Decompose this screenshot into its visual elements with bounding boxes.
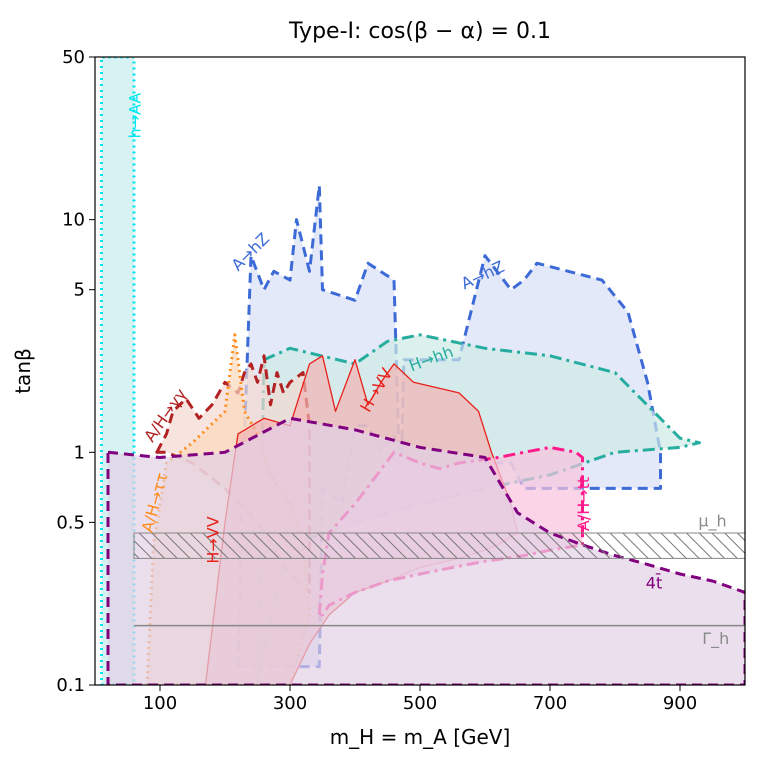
x-tick-label: 300	[273, 693, 307, 714]
constraints-layer	[133, 532, 745, 627]
axes-layer: 100 300 500 700 900 0.1 0.5 1 5 10 50	[56, 47, 697, 714]
y-tick-label: 50	[62, 47, 85, 68]
region-label-8: A/H→tt	[574, 477, 593, 531]
y-tick-label: 0.1	[56, 675, 85, 696]
region-edge-7	[106, 416, 745, 685]
y-tick-label: 1	[74, 442, 85, 463]
x-tick-label: 500	[403, 693, 437, 714]
region-label-1: A→hZ	[228, 229, 274, 275]
region-label-10: Γ_h	[702, 629, 729, 649]
y-tick-label: 0.5	[56, 512, 85, 533]
region-edge-3	[155, 354, 311, 594]
x-tick-label: 700	[533, 693, 567, 714]
constraint-band-0	[133, 532, 745, 559]
region-label-0: h→AA	[126, 93, 145, 139]
y-axis-label: tanβ	[11, 348, 35, 394]
region-label-11: 4t̄	[646, 573, 662, 592]
y-tick-label: 5	[74, 280, 85, 301]
region-label-5: H→VV	[204, 516, 223, 563]
region-label-9: μ_h	[698, 511, 726, 531]
x-axis-label: m_H = m_A [GeV]	[330, 725, 511, 749]
chart-title: Type-I: cos(β − α) = 0.1	[288, 19, 551, 44]
y-tick-label: 10	[62, 210, 85, 231]
x-tick-label: 900	[663, 693, 697, 714]
region-edge-2	[256, 333, 701, 685]
x-tick-label: 100	[143, 693, 177, 714]
